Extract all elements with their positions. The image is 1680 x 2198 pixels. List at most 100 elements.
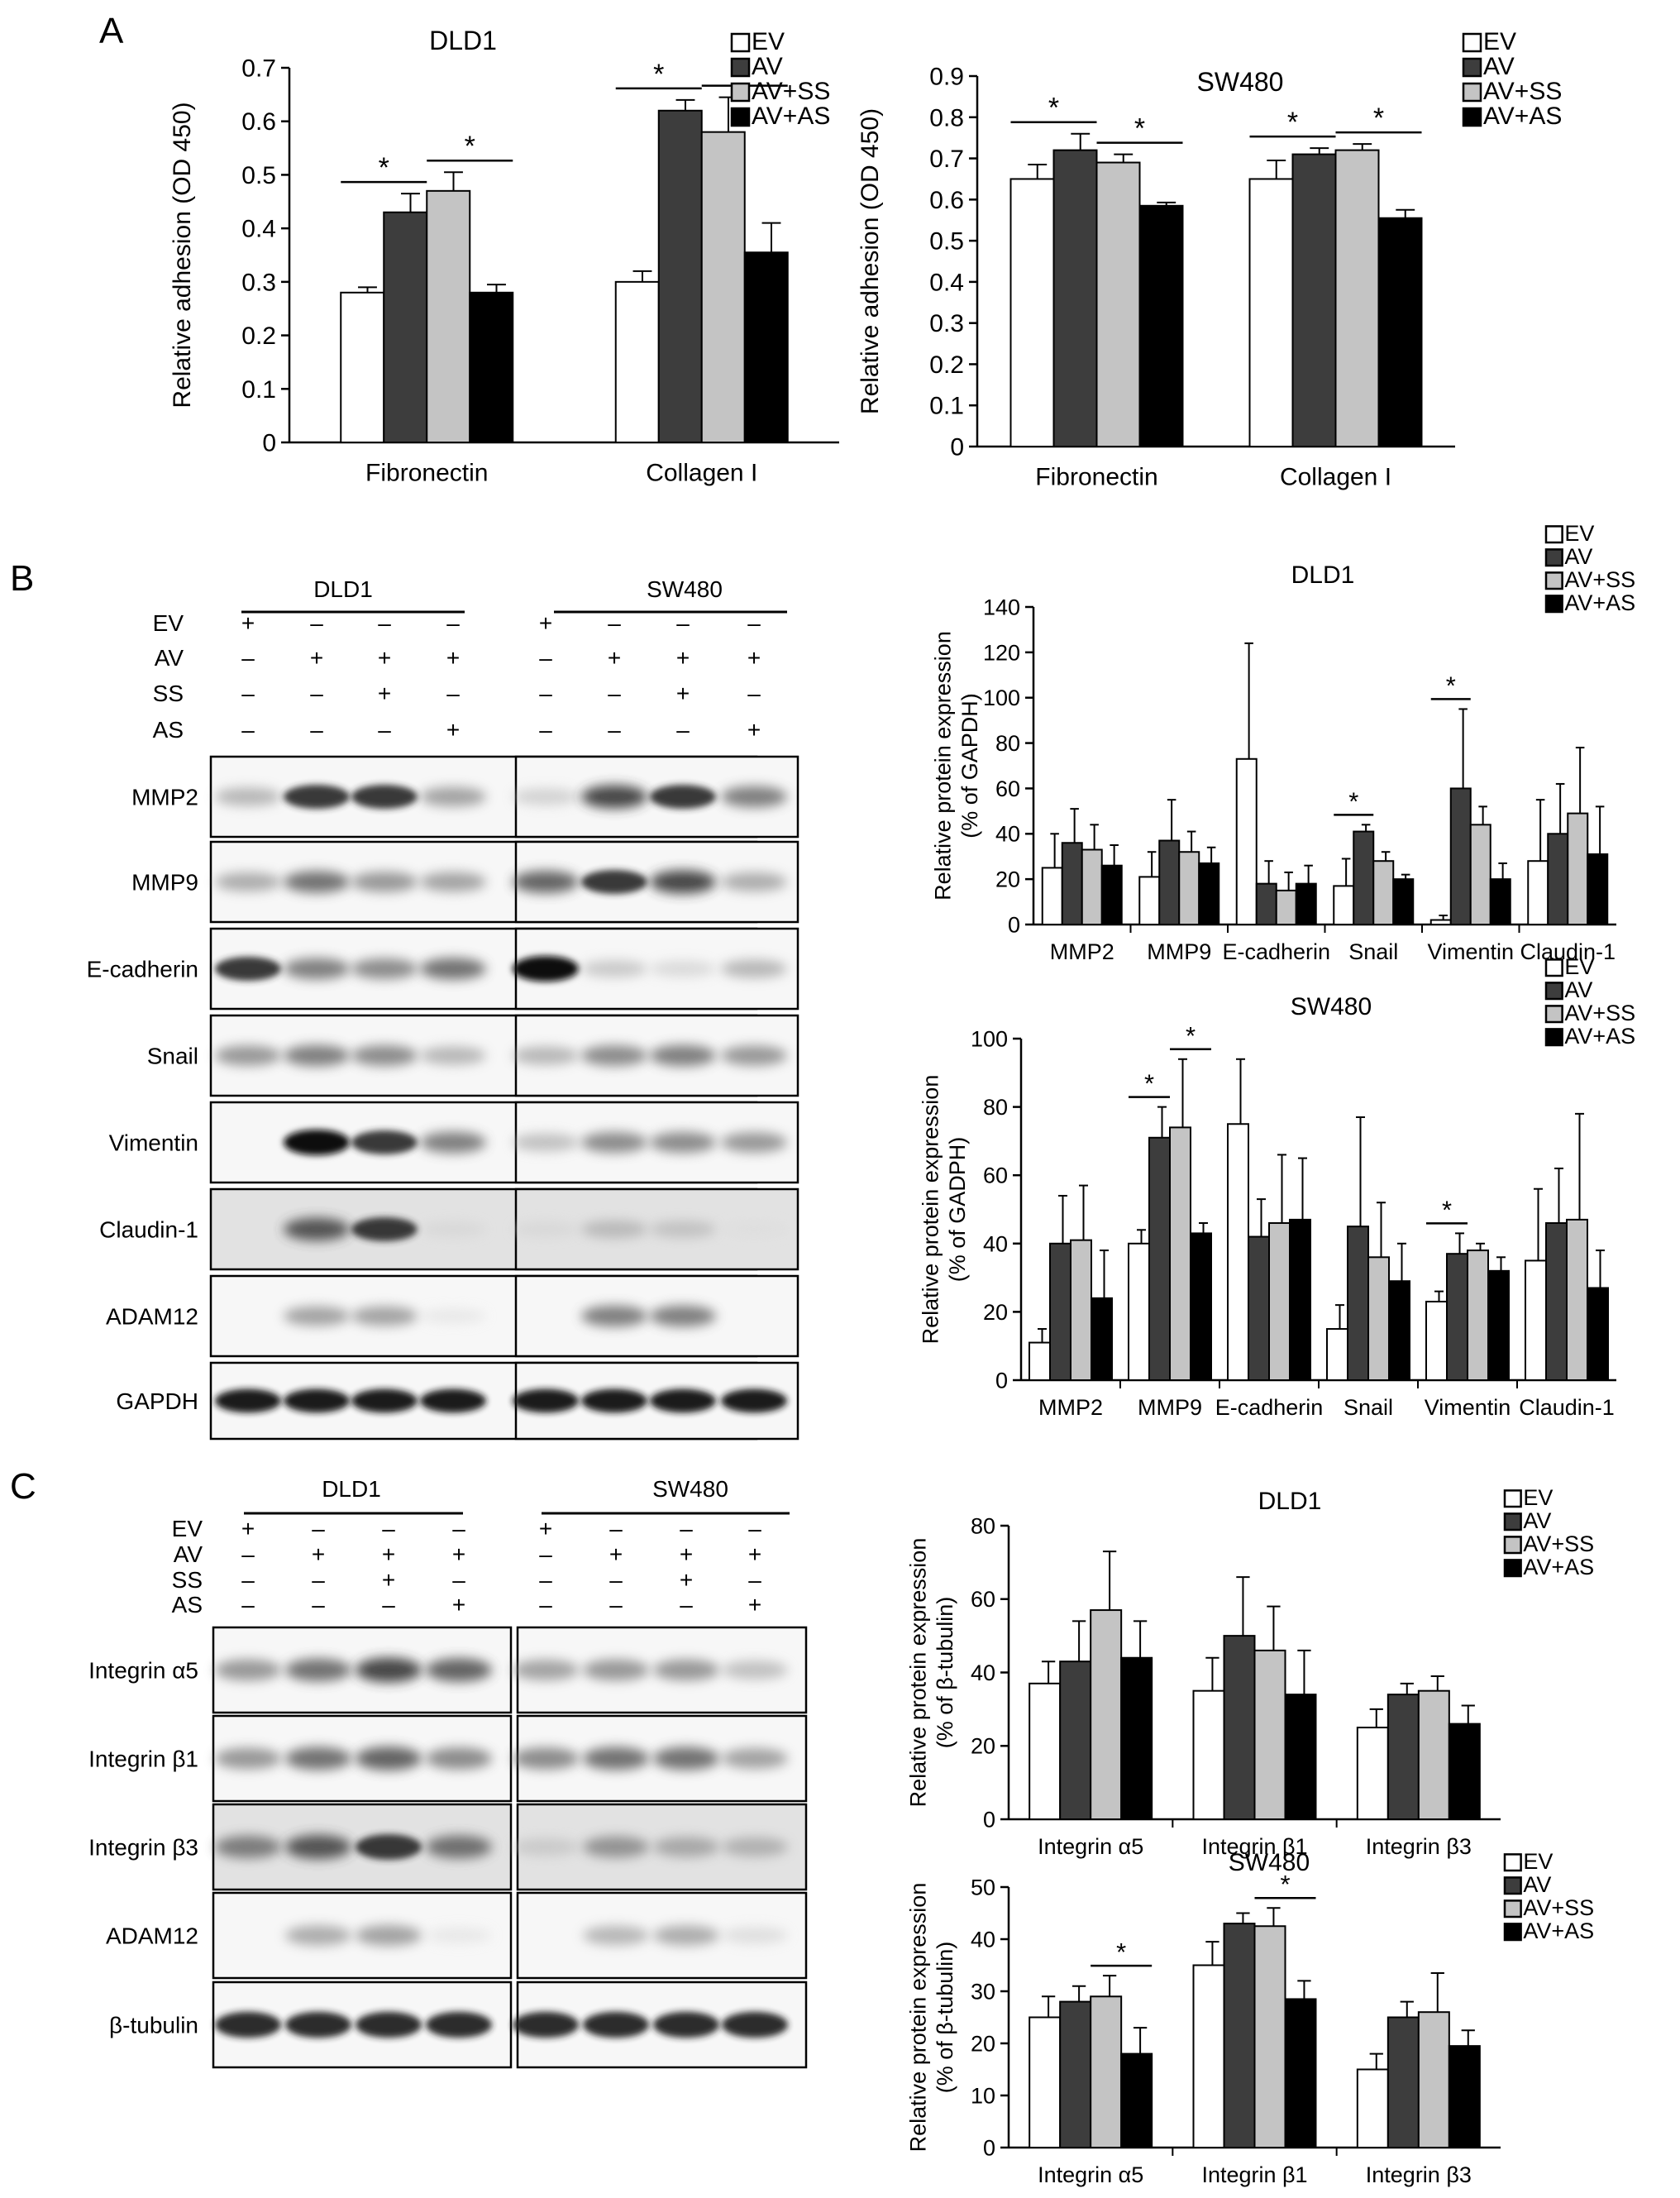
legend-swatch — [1462, 107, 1482, 127]
chart-a2: 0 0.1 0.2 0.3 0.4 0.5 0.6 0.7 0.8 0.9 Relative adh… — [857, 28, 1562, 491]
blot-band — [356, 2011, 422, 2038]
x-tick-label: Vimentin — [1427, 939, 1514, 964]
y-axis-label-line: (% of β-tubulin) — [933, 1942, 957, 2094]
blot-band — [653, 1925, 719, 1946]
bar — [1566, 1218, 1588, 1382]
blot-band — [426, 1658, 492, 1682]
blot-treatment-sign: + — [310, 645, 323, 671]
x-tick-label: MMP2 — [1038, 1395, 1103, 1420]
legend-label: AV+AS — [1564, 1024, 1635, 1049]
legend-swatch — [1503, 1853, 1522, 1872]
legend-label: AV — [1564, 977, 1592, 1002]
legend-swatch — [1544, 958, 1563, 977]
blot-band — [420, 1221, 486, 1237]
bar — [1356, 2068, 1389, 2148]
bar — [1587, 1287, 1609, 1381]
blot-protein-label: MMP9 — [131, 869, 198, 895]
y-tick-label: 0.1 — [929, 393, 964, 420]
bar — [1275, 889, 1297, 926]
bar — [1356, 1727, 1389, 1820]
blot-treatment-sign: – — [748, 1516, 761, 1541]
bar — [1190, 1232, 1212, 1382]
blot-band — [285, 2011, 351, 2038]
blot-band — [215, 1045, 281, 1066]
blot-protein-label: Claudin-1 — [99, 1216, 198, 1242]
bar — [1429, 919, 1452, 925]
blot-band — [650, 1388, 716, 1413]
bar — [1081, 848, 1103, 925]
legend-label: AV+SS — [1564, 1001, 1635, 1025]
bar — [1059, 2000, 1092, 2149]
x-tick-label: Fibronectin — [365, 460, 488, 487]
x-tick-label: Integrin α5 — [1038, 2162, 1143, 2187]
y-tick-label: 60 — [983, 1164, 1008, 1188]
bar — [1386, 1694, 1420, 1820]
legend-swatch — [1503, 1489, 1522, 1508]
blot-treatment-sign: – — [378, 717, 391, 743]
blot-panel-b: DLD1 SW480 EV + – – – + – – – AV – + + + – + + + SS – – + – – – + – A… — [87, 576, 799, 1441]
blot-band — [583, 1836, 649, 1858]
blot-band — [215, 2011, 281, 2038]
blot-band — [420, 786, 486, 807]
blot-treatment-sign: – — [241, 681, 255, 706]
blot-band — [285, 1834, 351, 1860]
legend-swatch — [1503, 1923, 1522, 1942]
y-tick-label: 120 — [983, 640, 1020, 665]
x-tick-label: Claudin-1 — [1520, 939, 1616, 964]
blot-band — [513, 1046, 579, 1065]
blot-treatment-sign: – — [241, 1592, 255, 1617]
bar — [383, 211, 428, 443]
blot-band — [722, 1660, 788, 1680]
blot-band — [653, 1746, 719, 1770]
y-tick-label: 0.5 — [241, 162, 276, 189]
y-axis-label-line: (% of GAPDH) — [957, 693, 982, 839]
blot-band — [581, 869, 647, 895]
blot-treatment-sign: + — [539, 610, 552, 636]
blot-treatment-sign: + — [609, 1541, 623, 1567]
y-axis-label-line: Relative adhesion (OD 450) — [857, 108, 884, 414]
y-tick-label: 20 — [983, 1300, 1008, 1325]
blot-treatment-sign: – — [676, 610, 690, 636]
bar — [1449, 787, 1472, 926]
blot-band — [215, 956, 281, 982]
blot-treatment-sign: + — [378, 681, 391, 706]
legend-swatch — [1544, 595, 1563, 614]
blot-band — [581, 960, 647, 977]
blot-treatment-sign: – — [452, 1516, 465, 1541]
blot-treatment-label: SS — [153, 681, 184, 706]
blot-treatment-sign: + — [241, 610, 255, 636]
bar — [1223, 1923, 1256, 2149]
blot-treatment-sign: – — [680, 1592, 693, 1617]
bar — [1295, 882, 1317, 925]
y-tick-label: 20 — [995, 867, 1020, 892]
significance-star: * — [1348, 786, 1358, 815]
bar — [1223, 1635, 1256, 1820]
x-tick-label: Claudin-1 — [1519, 1395, 1615, 1420]
legend-swatch — [1462, 57, 1482, 78]
y-axis-label-line: (% of β-tubulin) — [933, 1597, 957, 1749]
significance-star: * — [1144, 1069, 1154, 1098]
y-tick-label: 10 — [971, 2083, 995, 2108]
blot-treatment-sign: + — [680, 1567, 693, 1593]
legend-swatch — [1462, 82, 1482, 103]
legend-label: AV — [1483, 53, 1515, 80]
blot-band — [284, 1217, 350, 1241]
blot-treatment-label: SS — [172, 1567, 203, 1593]
blot-band — [426, 1835, 492, 1859]
y-tick-label: 0.9 — [929, 64, 964, 91]
y-tick-label: 0.1 — [241, 376, 276, 404]
blot-treatment-sign: – — [539, 645, 552, 671]
blot-treatment-sign: – — [378, 610, 391, 636]
x-tick-label: Vimentin — [1425, 1395, 1511, 1420]
bar — [1091, 1297, 1113, 1382]
blot-band — [420, 1388, 486, 1413]
y-tick-label: 40 — [983, 1231, 1008, 1256]
blot-treatment-sign: – — [312, 1516, 325, 1541]
legend-swatch — [730, 57, 751, 78]
blot-treatment-sign: – — [452, 1567, 465, 1593]
blot-band — [513, 1221, 579, 1237]
blot-band — [426, 1927, 492, 1944]
blot-treatment-sign: – — [539, 717, 552, 743]
blot-band — [721, 1045, 787, 1066]
